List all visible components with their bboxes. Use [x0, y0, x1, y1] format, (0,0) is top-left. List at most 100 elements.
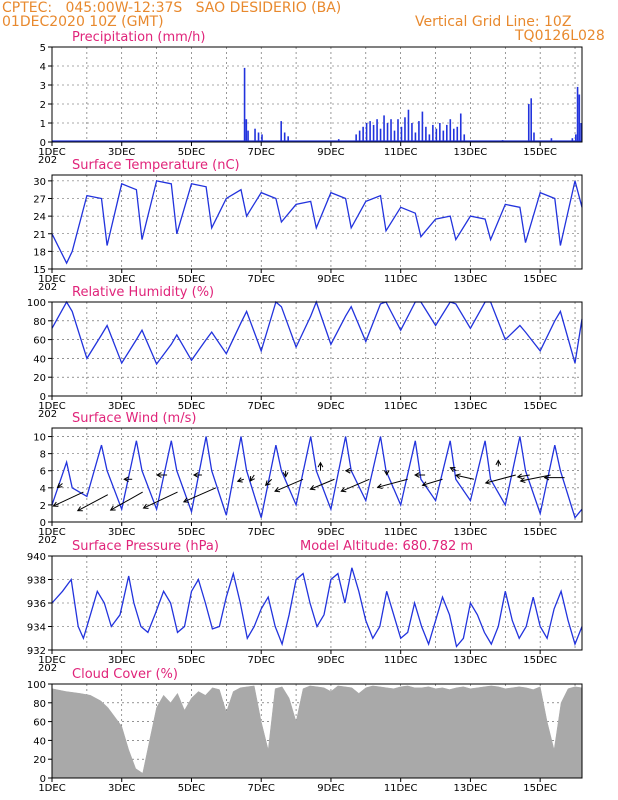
wind-arrow: [237, 478, 244, 482]
precip-panel: 0 1 2 3 4 5 1DEC 3DEC 5DEC 7DEC 9DEC 11DEC 13DEC 15DE…: [38, 30, 583, 166]
precip-bar: [425, 126, 427, 142]
y-tick-label: 100: [27, 680, 46, 691]
wind-arrow: [310, 478, 335, 490]
wind-arrow: [520, 474, 551, 482]
x-tick-label: 7DEC: [248, 274, 275, 285]
precip-bar: [362, 126, 364, 142]
x-tick-label: 11DEC: [384, 274, 418, 285]
model-code: TQ0126L028: [515, 28, 605, 44]
pres-series-line: [51, 567, 583, 648]
wind-arrow-head: [484, 479, 491, 485]
precip-title: Precipitation (mm/h): [72, 30, 205, 45]
grid-line-note: Vertical Grid Line: 10Z: [415, 14, 572, 30]
precip-bar: [254, 128, 256, 142]
wind-title: Surface Wind (m/s): [72, 411, 196, 426]
x-tick-label: 9DEC: [317, 783, 344, 794]
x-tick-label: 5DEC: [178, 527, 205, 538]
y-tick-label: 40: [33, 736, 46, 747]
x-tick-label: 13DEC: [454, 527, 488, 538]
precip-bar: [365, 123, 368, 142]
precip-bar: [442, 130, 445, 142]
x-tick-label: 5DEC: [178, 147, 205, 158]
precip-bar: [580, 123, 582, 142]
x-tick-label: 11DEC: [384, 783, 418, 794]
year-label: 202: [38, 282, 57, 293]
temp-title: Surface Temperature (nC): [72, 158, 240, 173]
wind-arrow-head: [76, 506, 83, 512]
x-tick-label: 3DEC: [108, 655, 135, 666]
wind-arrow-head: [454, 473, 461, 479]
x-tick-label: 13DEC: [454, 401, 488, 412]
precip-bar: [390, 119, 392, 142]
pres-panel: 932 934 936 938 940 1DEC 3DEC 5DEC 7DEC 9DEC 11DEC…: [27, 539, 583, 674]
wind-frame: [51, 427, 583, 523]
wind-arrow-head: [123, 476, 129, 483]
precip-bar: [283, 132, 286, 142]
precip-bar: [456, 126, 459, 142]
cloud-frame: [51, 683, 583, 779]
x-tick-label: 3DEC: [108, 274, 135, 285]
y-tick-label: 8: [40, 450, 46, 461]
wind-arrow-head: [264, 480, 271, 487]
precip-bar: [393, 130, 396, 142]
wind-arrow: [183, 487, 217, 503]
precip-bar: [386, 123, 389, 142]
precip-bar: [358, 130, 361, 142]
wind-arrow: [450, 467, 457, 472]
temp-frame: [51, 174, 583, 270]
wind-arrow: [53, 491, 84, 507]
year-label: 202: [38, 409, 57, 420]
x-tick-label: 7DEC: [248, 783, 275, 794]
precip-bar: [287, 136, 289, 142]
x-tick-label: 1DEC: [38, 147, 65, 158]
y-tick-label: 80: [33, 699, 46, 710]
x-tick-label: 11DEC: [384, 655, 418, 666]
precip-bar: [533, 132, 535, 142]
wind-arrow: [422, 478, 443, 486]
wind-arrow-head: [236, 477, 243, 483]
precip-bar: [383, 115, 385, 142]
wind-arrow: [517, 474, 530, 478]
wind-arrow-head: [543, 474, 550, 481]
y-tick-label: 0: [40, 518, 46, 529]
wind-series-line: [51, 436, 583, 520]
wind-arrow-head: [495, 459, 502, 466]
precip-bar: [428, 134, 431, 142]
run-datetime: 01DEC2020 10Z (GMT): [2, 14, 164, 30]
y-tick-label: 4: [40, 62, 46, 73]
x-tick-label: 3DEC: [108, 401, 135, 412]
wind-arrow-head: [142, 503, 149, 509]
wind-arrow-head: [421, 481, 428, 487]
precip-bar: [400, 126, 403, 142]
precip-bar: [257, 132, 260, 142]
y-tick-label: 2: [40, 501, 46, 512]
wind-arrow: [110, 491, 143, 511]
cloud-panel: 0 20 40 60 80 100 1DEC 3DEC 5DEC 7DEC 9DEC 11DEC 13D…: [27, 667, 583, 794]
x-tick-label: 3DEC: [108, 783, 135, 794]
wind-arrow: [143, 491, 178, 509]
precip-bar: [571, 138, 574, 142]
wind-arrow-head: [414, 472, 420, 478]
precip-bar: [439, 123, 441, 142]
wind-arrow: [485, 474, 516, 484]
wind-panel: 0 2 4 6 8 10 1DEC 3DEC 5DEC 7DEC 9DEC 11DEC 13DEC 15D…: [33, 411, 583, 546]
precip-bar: [247, 130, 249, 142]
wind-arrow-head: [249, 475, 255, 482]
precip-bar: [418, 121, 420, 142]
rh-series-line: [51, 300, 583, 366]
x-tick-label: 13DEC: [454, 274, 488, 285]
precip-bar: [243, 67, 246, 142]
precip-bar: [372, 124, 375, 142]
precip-bar: [435, 128, 438, 142]
wind-arrow-head: [52, 501, 59, 507]
x-tick-label: 15DEC: [523, 527, 557, 538]
y-tick-label: 934: [27, 623, 46, 634]
precip-bar: [355, 134, 357, 142]
cloud-cover-area: [51, 685, 583, 779]
wind-arrow-head: [519, 477, 526, 483]
precip-bar: [463, 134, 466, 142]
y-tick-label: 2: [40, 100, 46, 111]
y-tick-label: 1: [40, 119, 46, 130]
precip-bar: [578, 94, 581, 142]
precip-bar: [459, 113, 462, 142]
